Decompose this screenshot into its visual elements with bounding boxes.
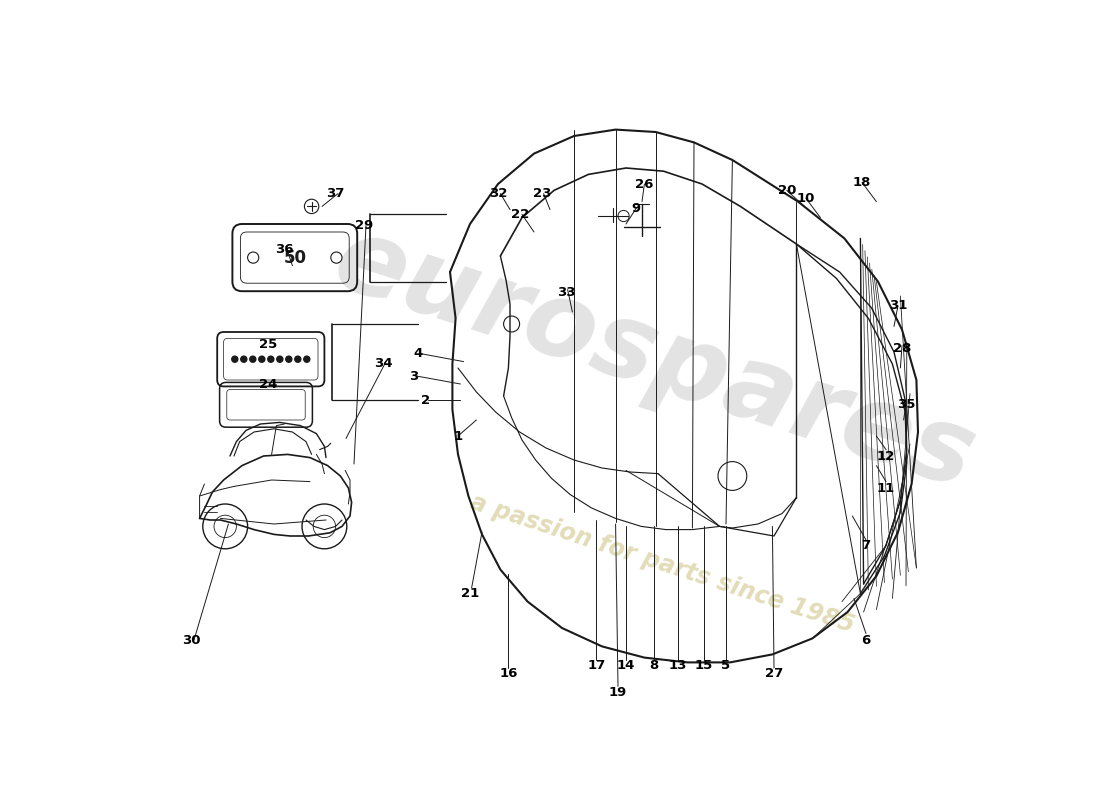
Circle shape	[286, 356, 292, 362]
Text: 20: 20	[778, 184, 796, 197]
Circle shape	[258, 356, 265, 362]
Text: 23: 23	[532, 187, 551, 200]
Text: 13: 13	[669, 659, 688, 672]
Text: 2: 2	[421, 394, 430, 406]
Text: 9: 9	[631, 202, 641, 214]
Text: 36: 36	[275, 243, 294, 256]
Text: 34: 34	[374, 358, 393, 370]
Text: 12: 12	[877, 450, 895, 462]
Text: 33: 33	[557, 286, 575, 298]
Text: 3: 3	[409, 370, 419, 382]
Text: 21: 21	[461, 587, 480, 600]
Circle shape	[295, 356, 300, 362]
Text: 50: 50	[284, 249, 306, 266]
Text: 26: 26	[635, 178, 653, 190]
Text: 35: 35	[896, 398, 915, 410]
Text: 18: 18	[852, 176, 871, 189]
Circle shape	[267, 356, 274, 362]
Text: 32: 32	[488, 187, 507, 200]
Text: 17: 17	[587, 659, 605, 672]
Text: 28: 28	[893, 342, 911, 354]
Text: 5: 5	[722, 659, 730, 672]
Circle shape	[232, 356, 238, 362]
Text: 24: 24	[260, 378, 277, 390]
Text: 1: 1	[453, 430, 463, 442]
Text: 19: 19	[609, 686, 627, 698]
Text: eurospares: eurospares	[321, 209, 987, 511]
Circle shape	[277, 356, 283, 362]
Text: 22: 22	[512, 208, 529, 221]
Text: 4: 4	[414, 347, 422, 360]
Text: 10: 10	[796, 192, 815, 205]
Text: 16: 16	[499, 667, 518, 680]
Text: 27: 27	[764, 667, 783, 680]
Text: 6: 6	[861, 634, 870, 646]
Text: 8: 8	[649, 659, 659, 672]
Circle shape	[304, 356, 310, 362]
Text: 25: 25	[260, 338, 277, 350]
Text: 15: 15	[694, 659, 713, 672]
Circle shape	[241, 356, 246, 362]
Text: 14: 14	[617, 659, 635, 672]
Text: 7: 7	[861, 539, 870, 552]
Text: 30: 30	[183, 634, 201, 646]
Text: 29: 29	[355, 219, 374, 232]
Circle shape	[250, 356, 256, 362]
Text: 37: 37	[327, 187, 344, 200]
Text: 11: 11	[877, 482, 895, 494]
Text: 31: 31	[889, 299, 908, 312]
Text: a passion for parts since 1985: a passion for parts since 1985	[466, 490, 857, 638]
